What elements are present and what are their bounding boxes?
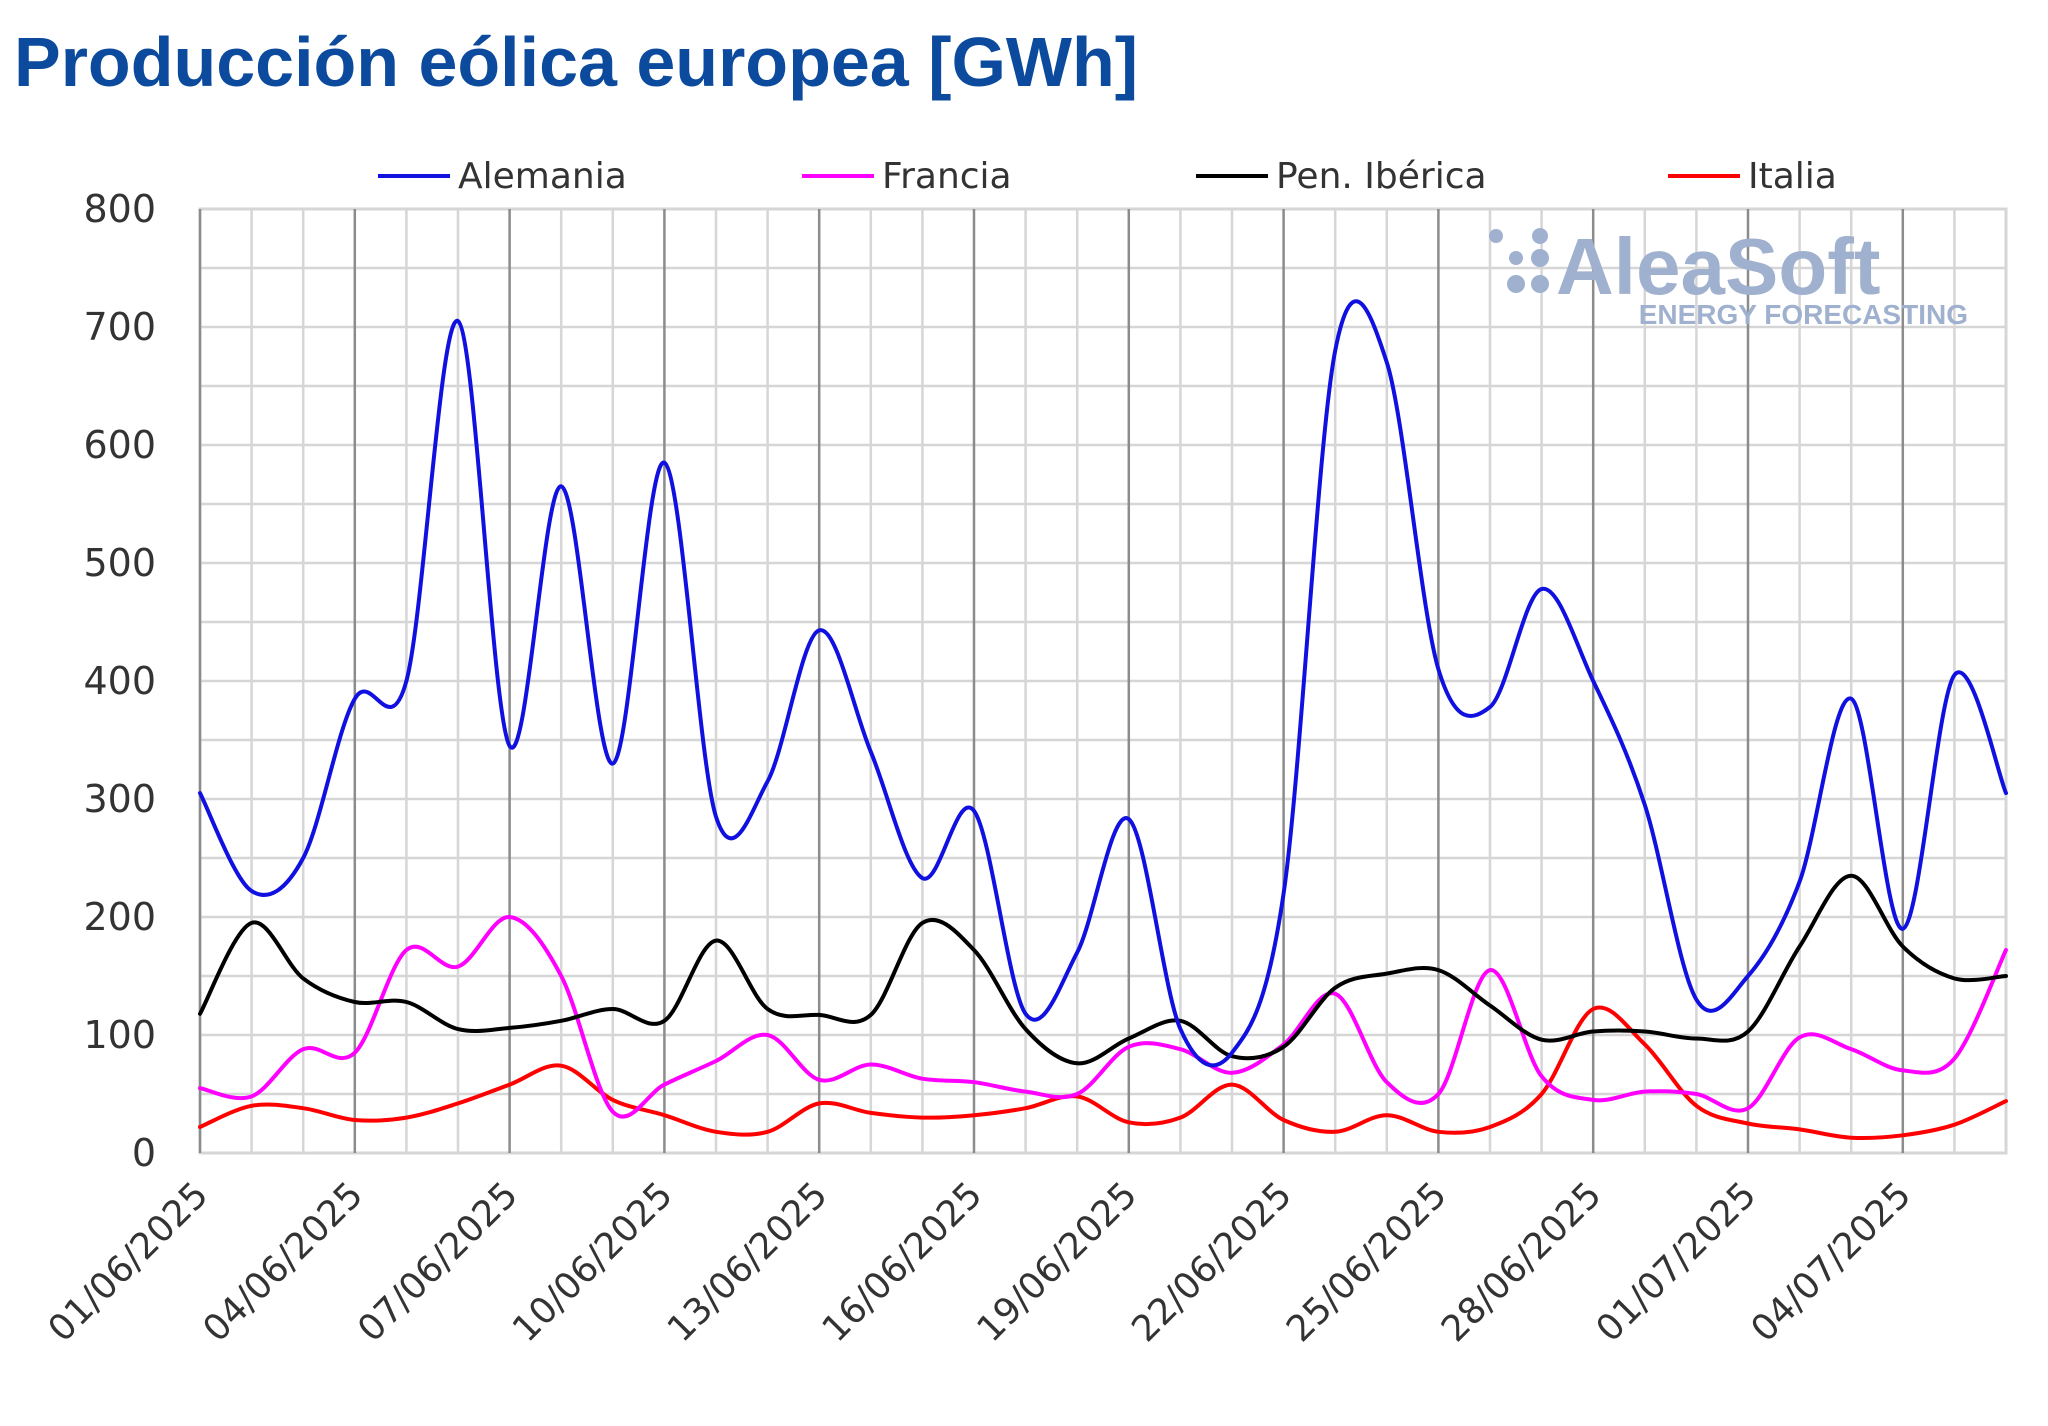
aleasoft-logo-dots-icon: [1489, 228, 1549, 293]
series-line-pen-iberica: [198, 873, 2008, 1066]
series-line-alemania: [198, 299, 2008, 1068]
legend-label-pen-iberica: Pen. Ibérica: [1276, 156, 1487, 197]
x-tick-label: 19/06/2025: [969, 1174, 1145, 1350]
x-tick-label: 13/06/2025: [660, 1174, 836, 1350]
y-tick-label: 600: [83, 423, 156, 467]
legend-label-francia: Francia: [882, 156, 1012, 197]
x-tick-label: 28/06/2025: [1434, 1174, 1610, 1350]
x-tick-label: 22/06/2025: [1124, 1174, 1300, 1350]
y-tick-label: 200: [83, 895, 156, 939]
x-tick-label: 04/06/2025: [195, 1174, 371, 1350]
grid: [198, 207, 2008, 1155]
series-line-francia: [198, 915, 2008, 1119]
y-tick-label: 0: [132, 1131, 156, 1175]
legend: Alemania Francia Pen. Ibérica Italia: [378, 156, 1837, 197]
y-tick-label: 100: [83, 1013, 156, 1057]
x-tick-label: 01/06/2025: [41, 1174, 217, 1350]
x-tick-label: 04/07/2025: [1743, 1174, 1919, 1350]
x-axis-ticks: 01/06/202504/06/202507/06/202510/06/2025…: [41, 1174, 1920, 1350]
x-tick-label: 25/06/2025: [1279, 1174, 1455, 1350]
series-lines: [198, 299, 2008, 1141]
series-line-italia: [198, 1005, 2008, 1141]
x-tick-label: 07/06/2025: [350, 1174, 526, 1350]
y-tick-label: 800: [83, 187, 156, 231]
legend-label-alemania: Alemania: [458, 156, 627, 197]
watermark-sub-text: ENERGY FORECASTING: [1639, 299, 1968, 330]
x-tick-label: 16/06/2025: [815, 1174, 991, 1350]
x-tick-label: 01/07/2025: [1589, 1174, 1765, 1350]
legend-label-italia: Italia: [1748, 156, 1837, 197]
y-tick-label: 700: [83, 305, 156, 349]
y-tick-label: 500: [83, 541, 156, 585]
y-tick-label: 400: [83, 659, 156, 703]
x-tick-label: 10/06/2025: [505, 1174, 681, 1350]
y-tick-label: 300: [83, 777, 156, 821]
y-axis-ticks: 0 100 200 300 400 500 600 700 800: [83, 187, 156, 1175]
chart-title: Producción eólica europea [GWh]: [14, 23, 1139, 101]
aleasoft-watermark: AleaSoft ENERGY FORECASTING: [1489, 222, 1968, 330]
watermark-main-text: AleaSoft: [1556, 222, 1881, 311]
